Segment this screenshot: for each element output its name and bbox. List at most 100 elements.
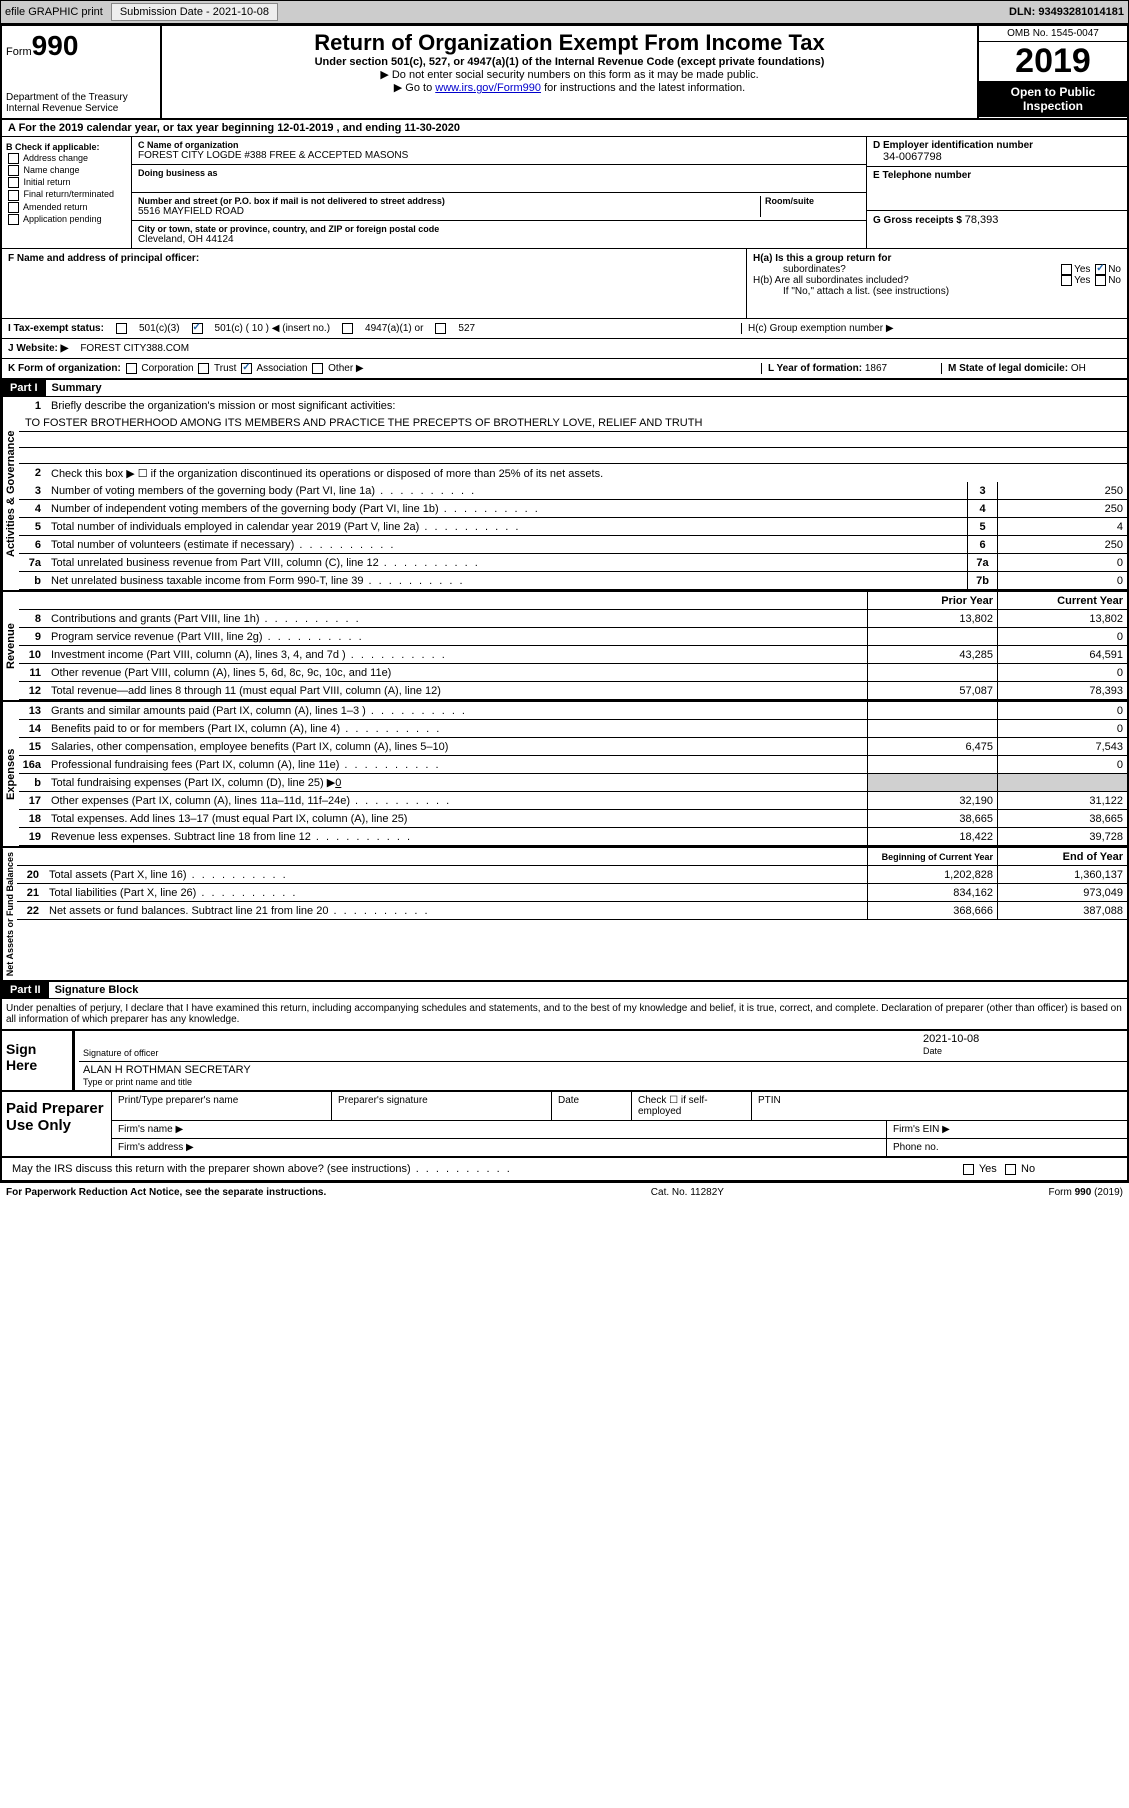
part-2-header: Part II (2, 982, 49, 998)
hc-group-exemption: H(c) Group exemption number ▶ (741, 323, 1121, 334)
cb-hb-yes[interactable] (1061, 275, 1072, 286)
goto-instructions: ▶ Go to www.irs.gov/Form990 for instruct… (166, 81, 973, 94)
dba-label: Doing business as (138, 168, 860, 178)
line-9: Program service revenue (Part VIII, line… (47, 630, 867, 644)
tax-exempt-label: I Tax-exempt status: (8, 323, 104, 334)
line-18: Total expenses. Add lines 13–17 (must eq… (47, 812, 867, 826)
ha-group-return: H(a) Is this a group return for (753, 253, 1121, 264)
line-10: Investment income (Part VIII, column (A)… (47, 648, 867, 662)
ein-label: D Employer identification number (873, 140, 1121, 151)
cat-number: Cat. No. 11282Y (651, 1187, 724, 1198)
cb-ha-no[interactable] (1095, 264, 1106, 275)
cb-trust[interactable] (198, 363, 209, 374)
cb-4947[interactable] (342, 323, 353, 334)
line-14: Benefits paid to or for members (Part IX… (47, 722, 867, 736)
street-address: 5516 MAYFIELD ROAD (138, 206, 760, 217)
hdr-end: End of Year (997, 848, 1127, 865)
dept-treasury: Department of the Treasury (6, 92, 156, 103)
line-20: Total assets (Part X, line 16) (45, 868, 867, 882)
hb-subordinates: H(b) Are all subordinates included? (753, 275, 909, 286)
line-22: Net assets or fund balances. Subtract li… (45, 904, 867, 918)
cb-assoc[interactable] (241, 363, 252, 374)
city-state-zip: Cleveland, OH 44124 (138, 234, 860, 245)
cb-other[interactable] (312, 363, 323, 374)
telephone-label: E Telephone number (873, 170, 1121, 181)
paperwork-notice: For Paperwork Reduction Act Notice, see … (6, 1187, 326, 1198)
sig-officer-label: Signature of officer (83, 1033, 923, 1059)
gross-receipts-value: 78,393 (965, 214, 999, 226)
cb-hb-no[interactable] (1095, 275, 1106, 286)
line-7a: Total unrelated business revenue from Pa… (47, 556, 967, 570)
mission-text: TO FOSTER BROTHERHOOD AMONG ITS MEMBERS … (19, 415, 1127, 432)
irs-link[interactable]: www.irs.gov/Form990 (435, 82, 541, 94)
cb-corp[interactable] (126, 363, 137, 374)
city-label: City or town, state or province, country… (138, 224, 860, 234)
line-13: Grants and similar amounts paid (Part IX… (47, 704, 867, 718)
line-16b: Total fundraising expenses (Part IX, col… (47, 775, 867, 790)
cb-amended[interactable] (8, 202, 19, 213)
officer-name: ALAN H ROTHMAN SECRETARY (83, 1064, 251, 1076)
row-a-tax-year: A For the 2019 calendar year, or tax yea… (2, 120, 1127, 137)
ssn-warning: ▶ Do not enter social security numbers o… (166, 68, 973, 81)
penalties-text: Under penalties of perjury, I declare th… (2, 999, 1127, 1031)
cb-final-return[interactable] (8, 190, 19, 201)
sig-date: 2021-10-08 (923, 1033, 1123, 1045)
line-19: Revenue less expenses. Subtract line 18 … (47, 830, 867, 844)
cb-initial-return[interactable] (8, 177, 19, 188)
box-b-checkboxes: B Check if applicable: Address change Na… (2, 137, 132, 248)
part-2-title: Signature Block (49, 982, 145, 998)
line-11: Other revenue (Part VIII, column (A), li… (47, 666, 867, 680)
val-4: 250 (997, 500, 1127, 517)
line-3: Number of voting members of the governin… (47, 484, 967, 498)
submission-date-button[interactable]: Submission Date - 2021-10-08 (111, 3, 278, 21)
firm-address-label: Firm's address ▶ (112, 1139, 887, 1156)
phone-label: Phone no. (887, 1139, 1127, 1156)
val-6: 250 (997, 536, 1127, 553)
line-1: Briefly describe the organization's miss… (47, 399, 1127, 413)
firm-name-label: Firm's name ▶ (112, 1121, 887, 1138)
cb-501c[interactable] (192, 323, 203, 334)
tax-year: 2019 (979, 42, 1127, 81)
website-label: J Website: ▶ (8, 343, 68, 354)
cb-501c3[interactable] (116, 323, 127, 334)
part-1-title: Summary (46, 380, 108, 396)
val-7a: 0 (997, 554, 1127, 571)
val-3: 250 (997, 482, 1127, 499)
vlabel-net-assets: Net Assets or Fund Balances (2, 848, 17, 980)
irs-label: Internal Revenue Service (6, 103, 156, 114)
line-7b: Net unrelated business taxable income fr… (47, 574, 967, 588)
ein-value: 34-0067798 (873, 151, 1121, 163)
cb-address-change[interactable] (8, 153, 19, 164)
line-15: Salaries, other compensation, employee b… (47, 740, 867, 754)
discuss-preparer: May the IRS discuss this return with the… (8, 1162, 961, 1176)
line-16a: Professional fundraising fees (Part IX, … (47, 758, 867, 772)
website-value: FOREST CITY388.COM (80, 343, 189, 354)
cb-name-change[interactable] (8, 165, 19, 176)
paid-preparer-label: Paid Preparer Use Only (2, 1092, 112, 1156)
gross-receipts-label: G Gross receipts $ (873, 215, 965, 226)
top-toolbar: efile GRAPHIC print Submission Date - 20… (0, 0, 1129, 24)
preparer-name-label: Print/Type preparer's name (112, 1092, 332, 1120)
form-header: Form990 Department of the Treasury Inter… (2, 26, 1127, 120)
cb-ha-yes[interactable] (1061, 264, 1072, 275)
cb-discuss-no[interactable] (1005, 1164, 1016, 1175)
line-17: Other expenses (Part IX, column (A), lin… (47, 794, 867, 808)
form-subtitle: Under section 501(c), 527, or 4947(a)(1)… (166, 56, 973, 68)
hdr-current-year: Current Year (997, 592, 1127, 609)
cb-pending[interactable] (8, 214, 19, 225)
org-name-label: C Name of organization (138, 140, 860, 150)
domicile-label: M State of legal domicile: (948, 363, 1071, 374)
form-number: Form990 (6, 30, 156, 62)
firm-ein-label: Firm's EIN ▶ (887, 1121, 1127, 1138)
cb-discuss-yes[interactable] (963, 1164, 974, 1175)
line-4: Number of independent voting members of … (47, 502, 967, 516)
line-8: Contributions and grants (Part VIII, lin… (47, 612, 867, 626)
form-org-label: K Form of organization: (8, 363, 121, 374)
vlabel-revenue: Revenue (2, 592, 19, 700)
cb-527[interactable] (435, 323, 446, 334)
omb-number: OMB No. 1545-0047 (979, 26, 1127, 42)
hb-attach: If "No," attach a list. (see instruction… (753, 286, 1121, 297)
efile-label: efile GRAPHIC print (5, 6, 103, 18)
line-6: Total number of volunteers (estimate if … (47, 538, 967, 552)
open-public-badge: Open to PublicInspection (979, 81, 1127, 117)
